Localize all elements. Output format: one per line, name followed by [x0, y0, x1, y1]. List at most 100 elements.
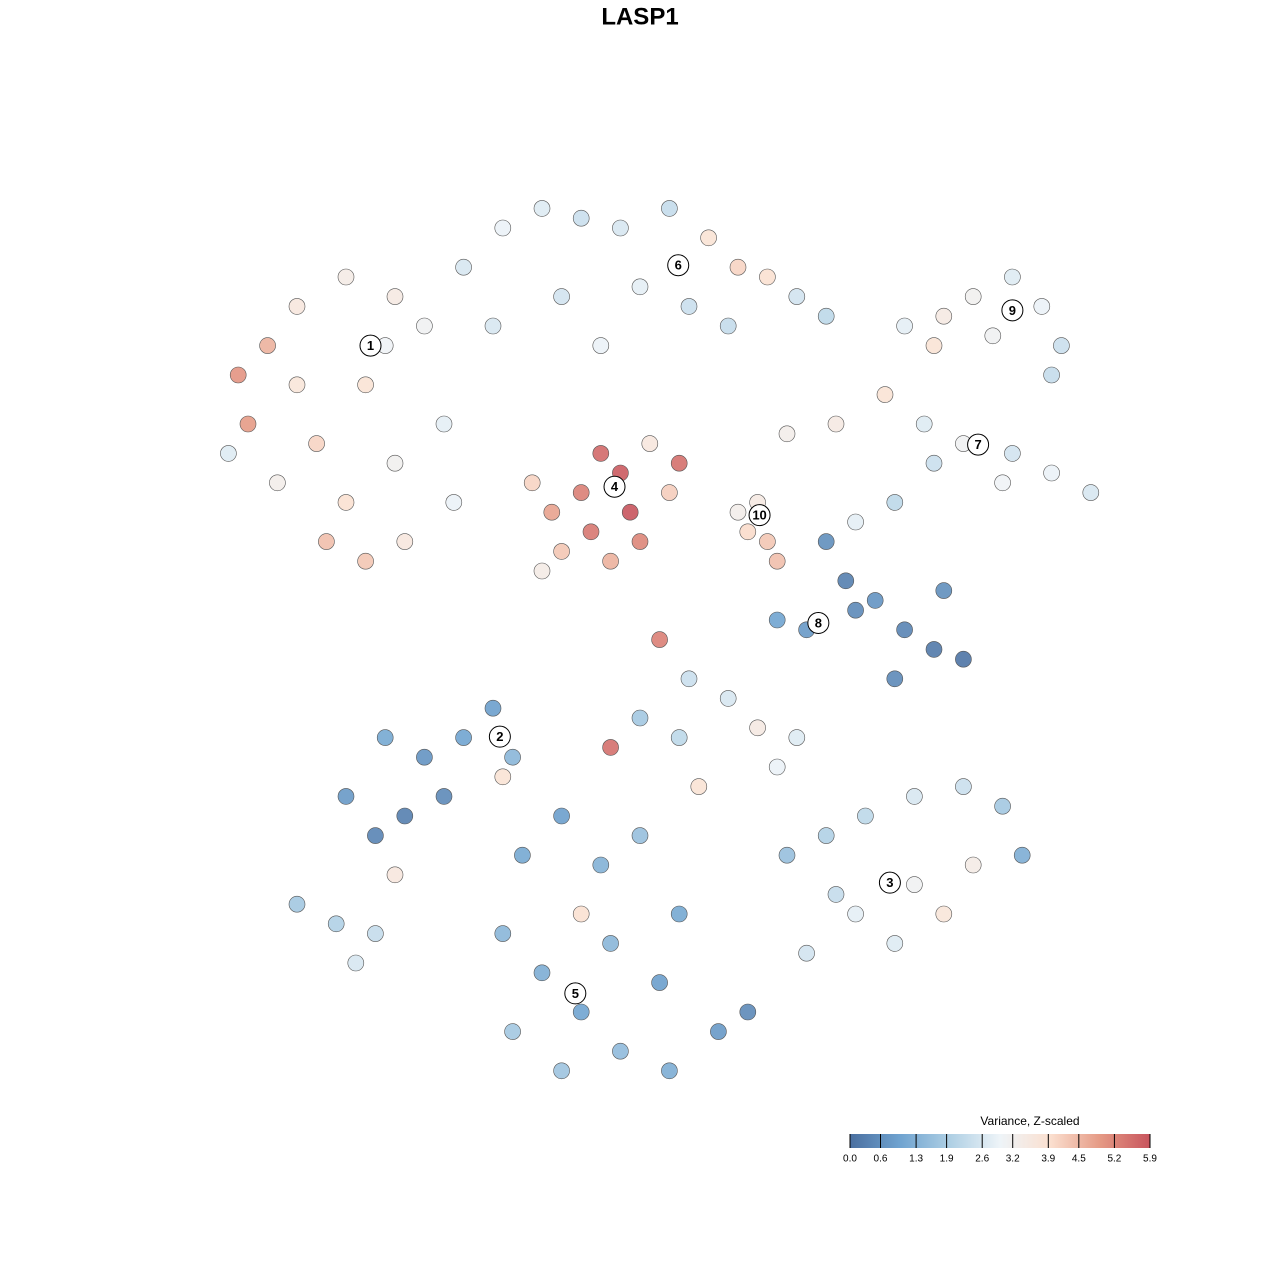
cell-point: [592, 856, 610, 874]
cell-point: [1043, 366, 1060, 384]
cell-point: [670, 729, 688, 746]
cell-point: [553, 543, 570, 560]
cell-point: [396, 533, 414, 550]
cell-point: [817, 827, 835, 844]
cluster-label: 3: [886, 875, 893, 890]
cell-point: [739, 523, 757, 541]
cell-point: [719, 690, 737, 707]
cell-point: [386, 866, 404, 884]
cell-point: [994, 474, 1011, 492]
cell-point: [484, 317, 502, 335]
cell-point: [896, 621, 913, 639]
cell-point: [1082, 484, 1100, 501]
cell-point: [876, 386, 894, 403]
cell-point: [896, 317, 913, 335]
cluster-label: 5: [572, 986, 579, 1001]
cell-point: [318, 533, 335, 550]
cell-point: [631, 533, 649, 550]
cell-point: [788, 729, 806, 746]
cell-point: [445, 494, 463, 511]
cell-point: [416, 748, 433, 766]
cell-point: [817, 533, 835, 550]
cell-point: [494, 768, 512, 786]
cell-point: [1004, 268, 1021, 286]
cell-point: [602, 935, 619, 952]
cell-point: [337, 268, 355, 286]
colorbar: [850, 1134, 1150, 1148]
cluster-label: 7: [974, 437, 981, 452]
cell-point: [670, 454, 688, 472]
cell-point: [259, 337, 276, 354]
cell-point: [239, 415, 257, 433]
cell-point: [778, 425, 796, 443]
cell-point: [827, 415, 845, 433]
cell-point: [494, 925, 512, 942]
cell-point: [670, 905, 688, 923]
cell-point: [1033, 298, 1051, 315]
cell-point: [1053, 337, 1070, 354]
cluster-label: 10: [752, 508, 766, 523]
cell-point: [347, 954, 365, 972]
cell-point: [631, 278, 649, 296]
cell-point: [631, 709, 649, 727]
colorbar-tick-label: 3.9: [1041, 1154, 1055, 1165]
cell-point: [621, 503, 639, 521]
cell-point: [915, 415, 933, 433]
cell-point: [680, 298, 698, 315]
cell-point: [416, 317, 433, 335]
cell-point: [964, 856, 982, 874]
chart-title: LASP1: [601, 3, 678, 30]
cell-point: [435, 415, 453, 433]
cell-point: [847, 513, 864, 531]
cell-point: [798, 944, 815, 962]
cell-point: [572, 209, 590, 227]
cell-point: [886, 670, 904, 688]
cell-point: [768, 758, 786, 776]
cell-point: [572, 1003, 590, 1021]
cell-point: [1013, 846, 1031, 864]
cluster-marker: [564, 982, 587, 1005]
cell-point: [680, 670, 698, 688]
cell-point: [661, 200, 678, 217]
cell-point: [935, 905, 953, 923]
cell-point: [376, 729, 394, 746]
cell-point: [484, 699, 502, 717]
cell-point: [847, 905, 864, 923]
cell-point: [504, 1023, 521, 1040]
cell-point: [543, 503, 561, 521]
cell-point: [288, 895, 306, 913]
cell-point: [337, 494, 355, 511]
cell-point: [788, 288, 806, 305]
cluster-marker: [359, 334, 382, 357]
colorbar-tick-label: 5.9: [1143, 1154, 1157, 1165]
cell-point: [925, 641, 943, 658]
cell-point: [759, 533, 776, 550]
cell-point: [827, 886, 845, 903]
cluster-label: 8: [815, 615, 822, 630]
cell-point: [964, 288, 982, 305]
cell-point: [651, 631, 668, 648]
cell-point: [661, 484, 678, 501]
cell-point: [955, 650, 972, 668]
cell-point: [523, 474, 541, 492]
colorbar-tick-label: 4.5: [1072, 1154, 1086, 1165]
colorbar-tick-label: 0.0: [843, 1154, 857, 1165]
cell-point: [572, 905, 590, 923]
cell-point: [612, 219, 629, 237]
cell-point: [592, 337, 610, 354]
colorbar-tick-label: 5.2: [1107, 1154, 1121, 1165]
cell-point: [729, 503, 747, 521]
cell-point: [710, 1023, 727, 1040]
cell-point: [582, 523, 600, 541]
cell-point: [994, 797, 1011, 815]
colorbar-tick-label: 3.2: [1006, 1154, 1020, 1165]
cell-point: [269, 474, 286, 492]
cell-point: [602, 552, 619, 570]
cell-point: [886, 935, 904, 952]
cell-point: [357, 376, 374, 394]
cell-point: [592, 445, 610, 462]
cell-point: [631, 827, 649, 844]
cell-point: [220, 445, 237, 462]
cell-point: [935, 582, 953, 599]
cell-point: [729, 258, 747, 276]
